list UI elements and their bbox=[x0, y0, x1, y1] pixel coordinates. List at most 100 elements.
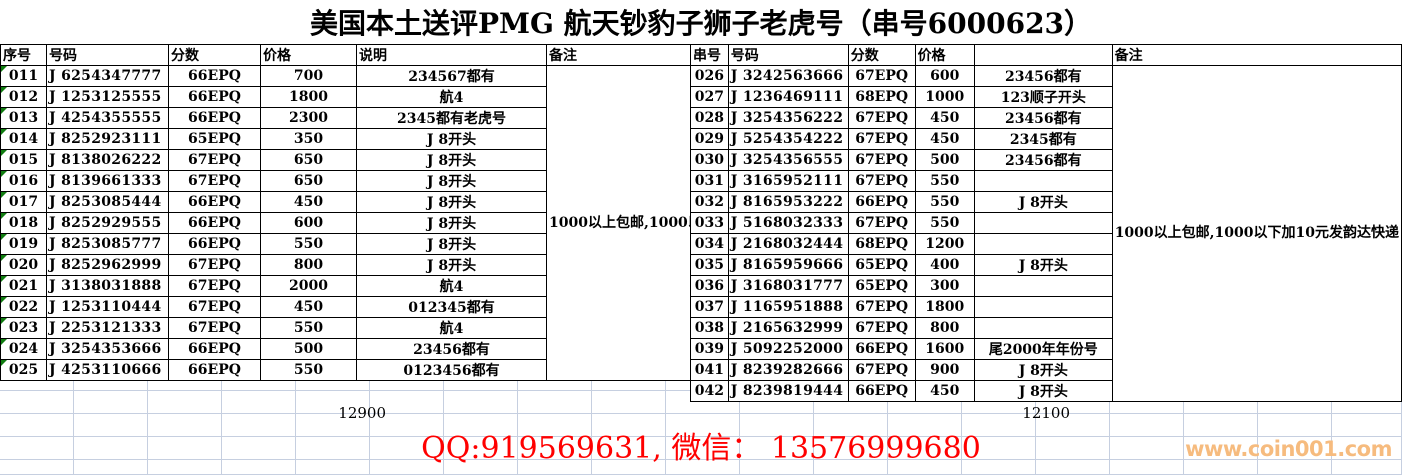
cell-description: 航4 bbox=[356, 86, 547, 108]
table-row: 028 J 3254356222 67EPQ 450 23456都有 bbox=[690, 107, 1402, 129]
cell-index: 030 bbox=[690, 149, 729, 171]
cell-description: 123顺子开头 bbox=[973, 86, 1113, 108]
cell-index: 020 bbox=[0, 254, 47, 276]
cell-index: 021 bbox=[0, 275, 47, 297]
cell-grade: 67EPQ bbox=[168, 149, 261, 171]
table-row: 015 J 8138026222 67EPQ 650 J 8开头 bbox=[0, 149, 836, 171]
cell-note-number: J 1236469111 bbox=[727, 86, 849, 108]
cell-price: 350 bbox=[260, 128, 357, 150]
cell-price: 500 bbox=[914, 149, 975, 171]
cell-grade: 67EPQ bbox=[847, 107, 916, 129]
cell-note-number: J 8252929555 bbox=[46, 212, 169, 234]
cell-price: 700 bbox=[260, 65, 357, 87]
table-row: 013 J 4254355555 66EPQ 2300 2345都有老虎号 bbox=[0, 107, 836, 129]
cell-index: 012 bbox=[0, 86, 47, 108]
table-row: 014 J 8252923111 65EPQ 350 J 8开头 bbox=[0, 128, 836, 150]
table-row: 034 J 2168032444 68EPQ 1200 bbox=[690, 233, 1402, 255]
shipping-remark: 1000以上包邮,1000以下加10元发韵达快递 bbox=[1111, 65, 1402, 402]
cell-price: 1800 bbox=[260, 86, 357, 108]
cell-price: 450 bbox=[260, 191, 357, 213]
cell-description: 234567都有 bbox=[356, 65, 547, 87]
table-row: 025 J 4253110666 66EPQ 550 0123456都有 bbox=[0, 359, 836, 381]
cell-description: J 8开头 bbox=[356, 170, 547, 192]
cell-note-number: J 3254356555 bbox=[727, 149, 849, 171]
cell-index: 025 bbox=[0, 359, 47, 381]
cell-note-number: J 5254354222 bbox=[727, 128, 849, 150]
cell-index: 039 bbox=[690, 338, 729, 360]
cell-description: J 8开头 bbox=[356, 212, 547, 234]
cell-price: 900 bbox=[914, 359, 975, 381]
cell-note-number: J 4253110666 bbox=[46, 359, 169, 381]
table-row: 027 J 1236469111 68EPQ 1000 123顺子开头 bbox=[690, 86, 1402, 108]
table-row: 021 J 3138031888 67EPQ 2000 航4 bbox=[0, 275, 836, 297]
cell-price: 450 bbox=[914, 380, 975, 402]
cell-description: J 8开头 bbox=[973, 191, 1113, 213]
cell-index: 018 bbox=[0, 212, 47, 234]
cell-note-number: J 8252923111 bbox=[46, 128, 169, 150]
cell-description bbox=[973, 296, 1113, 318]
cell-price: 1600 bbox=[914, 338, 975, 360]
cell-description: J 8开头 bbox=[973, 380, 1113, 402]
cell-note-number: J 8165953222 bbox=[727, 191, 849, 213]
table-row: 017 J 8253085444 66EPQ 450 J 8开头 bbox=[0, 191, 836, 213]
title-bar: 美国本土送评PMG 航天钞豹子狮子老虎号（串号6000623） bbox=[0, 0, 1402, 44]
cell-index: 035 bbox=[690, 254, 729, 276]
table-row: 023 J 2253121333 67EPQ 550 航4 bbox=[0, 317, 836, 339]
cell-price: 300 bbox=[914, 275, 975, 297]
cell-note-number: J 8252962999 bbox=[46, 254, 169, 276]
cell-price: 500 bbox=[260, 338, 357, 360]
cell-note-number: J 3254356222 bbox=[727, 107, 849, 129]
cell-note-number: J 3242563666 bbox=[727, 65, 849, 87]
column-header-description: 说明 bbox=[356, 44, 547, 66]
cell-grade: 67EPQ bbox=[847, 359, 916, 381]
table-header-row: 串号 号码 分数 价格 备注 bbox=[690, 44, 1402, 66]
cell-index: 034 bbox=[690, 233, 729, 255]
cell-note-number: J 5092252000 bbox=[727, 338, 849, 360]
left-total-value: 12900 bbox=[338, 404, 386, 422]
cell-description: 23456都有 bbox=[973, 65, 1113, 87]
cell-price: 550 bbox=[260, 317, 357, 339]
cell-grade: 66EPQ bbox=[168, 65, 261, 87]
cell-grade: 66EPQ bbox=[168, 233, 261, 255]
cell-description: J 8开头 bbox=[973, 254, 1113, 276]
cell-index: 022 bbox=[0, 296, 47, 318]
table-row: 026 J 3242563666 67EPQ 600 23456都有 1000以上包邮,1… bbox=[690, 65, 1402, 402]
cell-grade: 67EPQ bbox=[168, 296, 261, 318]
cell-description: J 8开头 bbox=[973, 359, 1113, 381]
table-row: 024 J 3254353666 66EPQ 500 23456都有 bbox=[0, 338, 836, 360]
cell-price: 650 bbox=[260, 170, 357, 192]
cell-grade: 67EPQ bbox=[847, 128, 916, 150]
cell-index: 038 bbox=[690, 317, 729, 339]
column-header-price: 价格 bbox=[260, 44, 357, 66]
cell-grade: 66EPQ bbox=[847, 191, 916, 213]
cell-grade: 67EPQ bbox=[168, 275, 261, 297]
table-row: 033 J 5168032333 67EPQ 550 bbox=[690, 212, 1402, 234]
cell-index: 014 bbox=[0, 128, 47, 150]
cell-price: 1200 bbox=[914, 233, 975, 255]
column-header-serial: 串号 bbox=[690, 44, 729, 66]
right-total-value: 12100 bbox=[1022, 404, 1070, 422]
cell-index: 019 bbox=[0, 233, 47, 255]
cell-price: 550 bbox=[914, 191, 975, 213]
cell-note-number: J 8253085444 bbox=[46, 191, 169, 213]
column-header-price: 价格 bbox=[914, 44, 975, 66]
cell-grade: 65EPQ bbox=[168, 128, 261, 150]
cell-grade: 66EPQ bbox=[168, 212, 261, 234]
cell-note-number: J 3254353666 bbox=[46, 338, 169, 360]
cell-price: 550 bbox=[914, 170, 975, 192]
cell-index: 024 bbox=[0, 338, 47, 360]
cell-note-number: J 3168031777 bbox=[727, 275, 849, 297]
cell-index: 042 bbox=[690, 380, 729, 402]
cell-index: 011 bbox=[0, 65, 47, 87]
cell-description bbox=[973, 275, 1113, 297]
cell-index: 013 bbox=[0, 107, 47, 129]
cell-note-number: J 2165632999 bbox=[727, 317, 849, 339]
cell-grade: 66EPQ bbox=[168, 107, 261, 129]
cell-description: 2345都有老虎号 bbox=[356, 107, 547, 129]
cell-grade: 68EPQ bbox=[847, 86, 916, 108]
cell-description: 0123456都有 bbox=[356, 359, 547, 381]
table-row: 019 J 8253085777 66EPQ 550 J 8开头 bbox=[0, 233, 836, 255]
cell-description: 012345都有 bbox=[356, 296, 547, 318]
cell-description bbox=[973, 212, 1113, 234]
cell-note-number: J 2253121333 bbox=[46, 317, 169, 339]
